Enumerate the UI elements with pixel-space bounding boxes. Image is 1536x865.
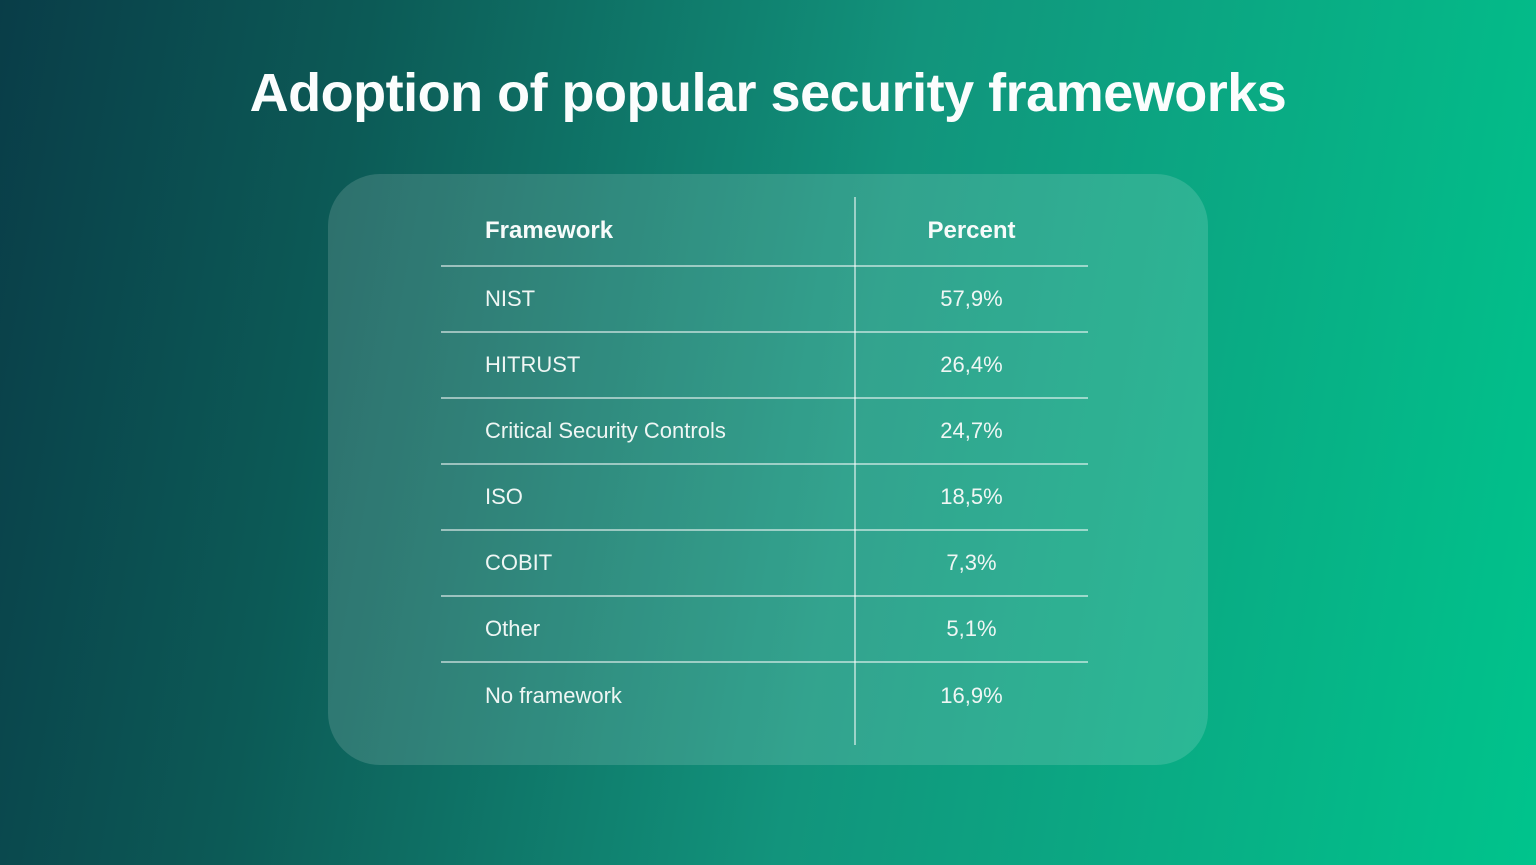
table-row: HITRUST 26,4% bbox=[441, 333, 1088, 399]
framework-cell: COBIT bbox=[485, 550, 553, 575]
table-row: Other 5,1% bbox=[441, 597, 1088, 663]
column-header-percent: Percent bbox=[927, 217, 1016, 244]
percent-cell: 18,5% bbox=[940, 484, 1003, 509]
framework-cell: Critical Security Controls bbox=[485, 418, 726, 443]
percent-cell: 7,3% bbox=[946, 550, 997, 575]
table-header-row: Framework Percent bbox=[441, 197, 1088, 267]
page-title: Adoption of popular security frameworks bbox=[249, 63, 1287, 123]
framework-cell: No framework bbox=[485, 683, 622, 708]
table-row: ISO 18,5% bbox=[441, 465, 1088, 531]
percent-cell: 5,1% bbox=[946, 616, 997, 641]
column-divider bbox=[854, 197, 856, 745]
column-header-framework: Framework bbox=[485, 217, 614, 244]
table-row: Critical Security Controls 24,7% bbox=[441, 399, 1088, 465]
frameworks-table: Framework Percent NIST 57,9% HITRUST 26,… bbox=[441, 197, 1088, 745]
percent-cell: 57,9% bbox=[940, 286, 1003, 311]
framework-cell: ISO bbox=[485, 484, 523, 509]
framework-cell: HITRUST bbox=[485, 352, 581, 377]
percent-cell: 24,7% bbox=[940, 418, 1003, 443]
percent-cell: 16,9% bbox=[940, 683, 1003, 708]
framework-cell: NIST bbox=[485, 286, 536, 311]
framework-cell: Other bbox=[485, 616, 541, 641]
table-row: NIST 57,9% bbox=[441, 267, 1088, 333]
table-card: Framework Percent NIST 57,9% HITRUST 26,… bbox=[328, 174, 1208, 765]
percent-cell: 26,4% bbox=[940, 352, 1003, 377]
table-row: No framework 16,9% bbox=[441, 663, 1088, 729]
table-row: COBIT 7,3% bbox=[441, 531, 1088, 597]
